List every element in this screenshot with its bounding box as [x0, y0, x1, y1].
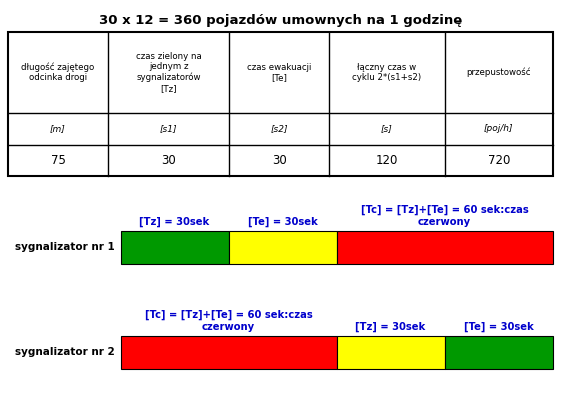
Text: [Te] = 30sek: [Te] = 30sek [248, 217, 318, 227]
Bar [337, 335, 444, 369]
Text: [Te] = 30sek: [Te] = 30sek [464, 322, 534, 331]
Text: 30: 30 [161, 154, 176, 167]
Text: [Tc] = [Tz]+[Te] = 60 sek:czas
czerwony: [Tc] = [Tz]+[Te] = 60 sek:czas czerwony [361, 205, 528, 227]
Bar [229, 230, 337, 265]
Text: 720: 720 [488, 154, 510, 167]
Text: [m]: [m] [50, 124, 66, 133]
Text: [Tc] = [Tz]+[Te] = 60 sek:czas
czerwony: [Tc] = [Tz]+[Te] = 60 sek:czas czerwony [145, 310, 312, 331]
Text: [s]: [s] [381, 124, 393, 133]
Text: 30 x 12 = 360 pojazdów umownych na 1 godzinę: 30 x 12 = 360 pojazdów umownych na 1 god… [99, 14, 462, 27]
Text: 75: 75 [50, 154, 66, 167]
Text: 30: 30 [272, 154, 287, 167]
Text: [s2]: [s2] [270, 124, 288, 133]
Text: [poj/h]: [poj/h] [484, 124, 513, 133]
Text: 120: 120 [376, 154, 398, 167]
Text: sygnalizator nr 1: sygnalizator nr 1 [15, 242, 115, 253]
Text: przepustowość: przepustowość [467, 68, 531, 77]
Text: czas ewakuacji
[Te]: czas ewakuacji [Te] [247, 63, 311, 82]
Text: [s1]: [s1] [160, 124, 177, 133]
Text: [Tz] = 30sek: [Tz] = 30sek [356, 322, 426, 331]
Text: łączny czas w
cyklu 2*(s1+s2): łączny czas w cyklu 2*(s1+s2) [352, 63, 421, 82]
Bar [8, 32, 553, 176]
Text: czas zielony na
jednym z
sygnalizatorów
[Tz]: czas zielony na jednym z sygnalizatorów … [136, 52, 201, 93]
Bar [121, 230, 229, 265]
Bar [121, 335, 337, 369]
Text: [Tz] = 30sek: [Tz] = 30sek [140, 217, 210, 227]
Text: sygnalizator nr 2: sygnalizator nr 2 [15, 347, 115, 358]
Bar [337, 230, 553, 265]
Text: długość zajętego
odcinka drogi: długość zajętego odcinka drogi [21, 62, 95, 82]
Bar [444, 335, 553, 369]
